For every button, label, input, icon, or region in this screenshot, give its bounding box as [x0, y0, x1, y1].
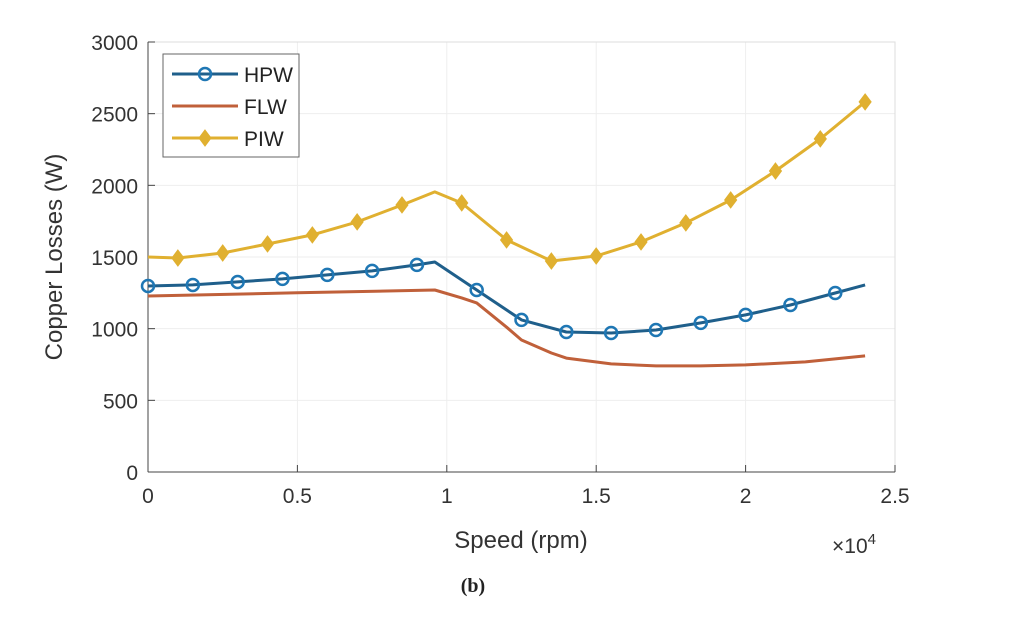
x-tick-label: 2: [740, 485, 752, 508]
data-point-piw: [455, 194, 469, 212]
y-tick-label: 500: [103, 390, 138, 413]
x-multiplier: ×104: [832, 531, 876, 558]
data-point-hpw: [185, 277, 201, 293]
data-point-piw: [768, 162, 783, 180]
data-point-piw: [216, 244, 230, 262]
data-point-hpw: [230, 274, 245, 290]
data-point-hpw: [364, 263, 380, 279]
series-flw: [147, 288, 866, 368]
y-tick-label: 3000: [91, 32, 138, 55]
data-point-piw: [634, 233, 648, 251]
data-point-piw: [813, 130, 827, 148]
legend: HPW FLW PIW: [162, 53, 300, 158]
data-point-piw: [858, 93, 872, 111]
series-line-hpw: [147, 260, 866, 335]
data-point-piw: [260, 235, 275, 253]
series-piw: [147, 93, 872, 270]
data-point-hpw: [275, 271, 290, 287]
x-tick-label: 0: [142, 485, 154, 508]
data-point-piw: [544, 252, 559, 270]
data-point-hpw: [320, 267, 335, 283]
data-point-piw: [171, 249, 185, 267]
legend-marker-piw: [198, 129, 212, 147]
legend-label-flw: FLW: [244, 96, 287, 119]
x-tick-label: 1: [441, 485, 453, 508]
data-point-hpw: [559, 324, 574, 340]
data-point-hpw: [514, 312, 529, 328]
data-point-piw: [724, 191, 738, 209]
series-line-flw: [147, 288, 866, 368]
y-axis-label: Copper Losses (W): [41, 154, 68, 361]
series-hpw: [140, 257, 866, 341]
x-tick-label: 0.5: [283, 485, 312, 508]
x-axis-label: Speed (rpm): [454, 527, 587, 554]
data-point-hpw: [469, 282, 484, 298]
legend-label-piw: PIW: [244, 128, 284, 151]
figure-caption: (b): [461, 575, 485, 597]
series-line-piw: [147, 100, 867, 263]
data-point-hpw: [783, 297, 798, 313]
data-point-hpw: [648, 322, 664, 338]
data-point-piw: [350, 213, 364, 231]
data-point-hpw: [603, 325, 619, 341]
x-tick-label: 1.5: [582, 485, 611, 508]
axes: 0 0.5 1 1.5 2 2.5 0 500 1000 1500 2000 2500 3000: [91, 32, 909, 508]
legend-marker-hpw: [197, 66, 213, 82]
y-tick-label: 2500: [91, 104, 138, 127]
series-group: [140, 93, 872, 368]
y-tick-label: 1500: [91, 247, 138, 270]
data-point-hpw: [827, 285, 843, 301]
data-point-piw: [395, 196, 409, 214]
data-point-hpw: [409, 257, 425, 273]
data-point-piw: [589, 247, 603, 265]
x-tick-label: 2.5: [880, 485, 909, 508]
data-point-piw: [305, 226, 319, 244]
y-tick-label: 0: [126, 462, 138, 485]
legend-label-hpw: HPW: [244, 64, 293, 87]
data-point-hpw: [140, 278, 156, 294]
data-point-hpw: [738, 307, 753, 323]
data-point-hpw: [693, 315, 709, 331]
y-tick-label: 1000: [91, 319, 138, 342]
data-point-piw: [499, 231, 514, 249]
data-point-piw: [679, 214, 693, 232]
y-tick-label: 2000: [91, 175, 138, 198]
